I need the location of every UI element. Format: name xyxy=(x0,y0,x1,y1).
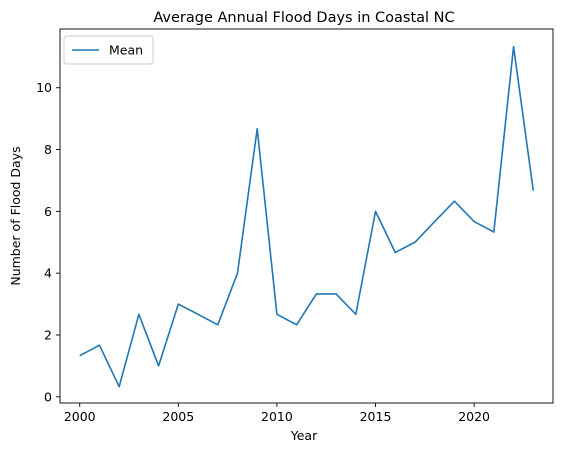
y-tick-label: 2 xyxy=(44,328,52,343)
x-tick-label: 2020 xyxy=(458,409,490,424)
legend-label: Mean xyxy=(109,43,143,58)
x-tick-label: 2010 xyxy=(261,409,293,424)
x-axis-label: Year xyxy=(290,428,318,443)
y-tick-label: 8 xyxy=(44,142,52,157)
x-tick-label: 2005 xyxy=(162,409,194,424)
x-tick-label: 2000 xyxy=(64,409,96,424)
series-line-mean xyxy=(80,47,534,387)
y-tick-label: 6 xyxy=(44,204,52,219)
y-axis-label: Number of Flood Days xyxy=(8,146,23,285)
x-tick-label: 2015 xyxy=(360,409,392,424)
y-tick-label: 0 xyxy=(44,389,52,404)
plot-area xyxy=(60,29,553,403)
legend: Mean xyxy=(64,36,153,64)
chart-title: Average Annual Flood Days in Coastal NC xyxy=(153,10,454,26)
y-tick-label: 10 xyxy=(36,80,52,95)
y-tick-label: 4 xyxy=(44,266,52,281)
